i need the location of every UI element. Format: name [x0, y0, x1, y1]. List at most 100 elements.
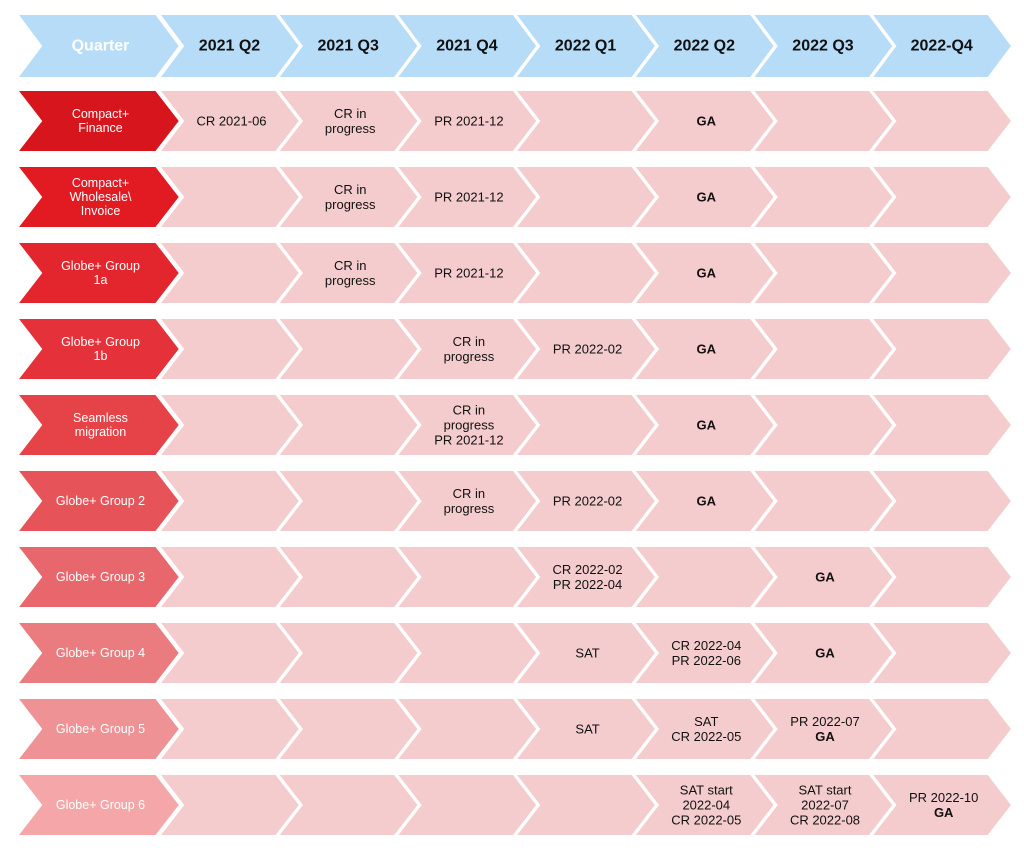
row-cell-text: CR in: [453, 403, 486, 418]
row-cell-text: PR 2022-04: [553, 577, 622, 592]
row-cell-text: CR 2021-06: [196, 114, 266, 129]
row-cell-text: PR 2021-12: [434, 433, 503, 448]
row-label-chevron: [14, 621, 182, 685]
row-cell-chevron: [631, 621, 777, 685]
row-cell-chevron: [750, 89, 895, 153]
row-cell-text: PR 2022-02: [553, 494, 622, 509]
row-cell-chevron: [513, 773, 658, 837]
row-cell-text: GA: [815, 570, 835, 585]
row-cell-text: CR 2022-05: [671, 813, 741, 828]
row-cell-text: GA: [697, 494, 717, 509]
row-cell-chevron: [156, 469, 302, 533]
row-cell-text: progress: [325, 121, 376, 136]
row-cell-text: CR in: [453, 334, 486, 349]
row-cell-chevron: [513, 393, 658, 457]
row-cell-chevron: [631, 241, 777, 305]
row-cell-chevron: [750, 317, 895, 381]
row-label-chevron: [14, 241, 182, 305]
row-cell-chevron: [275, 469, 420, 533]
row-cell-text: progress: [444, 418, 495, 433]
row-cell-chevron: [750, 545, 895, 609]
row-cell-chevron: [275, 545, 420, 609]
row-cell-chevron: [513, 165, 658, 229]
row-label-chevron: [14, 773, 182, 837]
row-cell-chevron: [869, 545, 1014, 609]
row-cell-chevron: [275, 165, 420, 229]
row-cell-text: SAT start: [799, 783, 852, 798]
row-cell-text: PR 2022-07: [790, 714, 859, 729]
row-cell-chevron: [275, 621, 420, 685]
row-label-text: Globe+ Group 5: [56, 722, 145, 736]
header-column-label: 2022 Q2: [674, 38, 735, 55]
row-cell-chevron: [631, 393, 777, 457]
row-cell-chevron: [631, 545, 777, 609]
row-cell-chevron: [394, 545, 539, 609]
row-cell-chevron: [869, 469, 1014, 533]
row-cell-text: CR in: [334, 106, 367, 121]
row-cell-text: PR 2022-10: [909, 790, 978, 805]
row-label-text: Globe+ Group: [61, 259, 140, 273]
row-cell-text: SAT: [575, 646, 599, 661]
row-label-text: Compact+: [72, 176, 129, 190]
row-cell-chevron: [156, 393, 302, 457]
row-cell-chevron: [394, 317, 539, 381]
row-cell-text: SAT: [575, 722, 599, 737]
row-label-text: Seamless: [73, 411, 128, 425]
row-label-chevron: [14, 393, 182, 457]
row-cell-chevron: [631, 317, 777, 381]
row-cell-chevron: [869, 165, 1014, 229]
row-cell-text: CR 2022-04: [671, 638, 741, 653]
row-cell-chevron: [156, 545, 302, 609]
row-cell-text: GA: [697, 266, 717, 281]
row-cell-chevron: [275, 317, 420, 381]
header-column-chevron: [513, 13, 658, 79]
row-cell-chevron: [156, 697, 302, 761]
row-cell-chevron: [275, 241, 420, 305]
row-cell-chevron: [156, 773, 302, 837]
row-cell-chevron: [156, 621, 302, 685]
row-cell-text: CR in: [334, 258, 367, 273]
row-cell-chevron: [750, 469, 895, 533]
row-label-chevron: [14, 545, 182, 609]
row-cell-chevron: [394, 241, 539, 305]
row-cell-chevron: [631, 773, 777, 837]
row-cell-chevron: [394, 165, 539, 229]
row-cell-chevron: [513, 89, 658, 153]
row-cell-chevron: [394, 697, 539, 761]
row-cell-text: GA: [697, 190, 717, 205]
row-cell-chevron: [394, 469, 539, 533]
header-column-label: 2021 Q4: [436, 38, 497, 55]
row-cell-chevron: [156, 241, 302, 305]
row-cell-text: 2022-04: [682, 798, 730, 813]
row-label-text: Invoice: [81, 204, 121, 218]
header-column-chevron: [394, 13, 539, 79]
row-cell-chevron: [631, 697, 777, 761]
row-label-chevron: [14, 89, 182, 153]
row-cell-chevron: [394, 393, 539, 457]
row-label-text: Wholesale\: [70, 190, 132, 204]
row-cell-chevron: [156, 317, 302, 381]
header-row: Quarter 2021 Q2 2021 Q3 2021 Q4 2022 Q1 2022 …: [15, 13, 1014, 79]
header-column-label: 2022 Q3: [792, 38, 853, 55]
row-cell-text: PR 2021-12: [434, 266, 503, 281]
row-cell-text: progress: [325, 197, 376, 212]
row-label-text: 1a: [94, 273, 108, 287]
header-column-label: 2022-Q4: [911, 38, 973, 55]
row-label-chevron: [14, 469, 182, 533]
row-cell-text: CR in: [334, 182, 367, 197]
row-cell-text: GA: [815, 646, 835, 661]
row-cell-chevron: [631, 89, 777, 153]
row-cell-text: GA: [815, 729, 835, 744]
row-cell-chevron: [750, 621, 895, 685]
row-cell-text: GA: [697, 418, 717, 433]
row-cell-chevron: [394, 89, 539, 153]
row-cell-chevron: [869, 89, 1014, 153]
row-cell-text: GA: [697, 114, 717, 129]
row-cell-chevron: [275, 697, 420, 761]
row-label-text: Globe+ Group: [61, 335, 140, 349]
